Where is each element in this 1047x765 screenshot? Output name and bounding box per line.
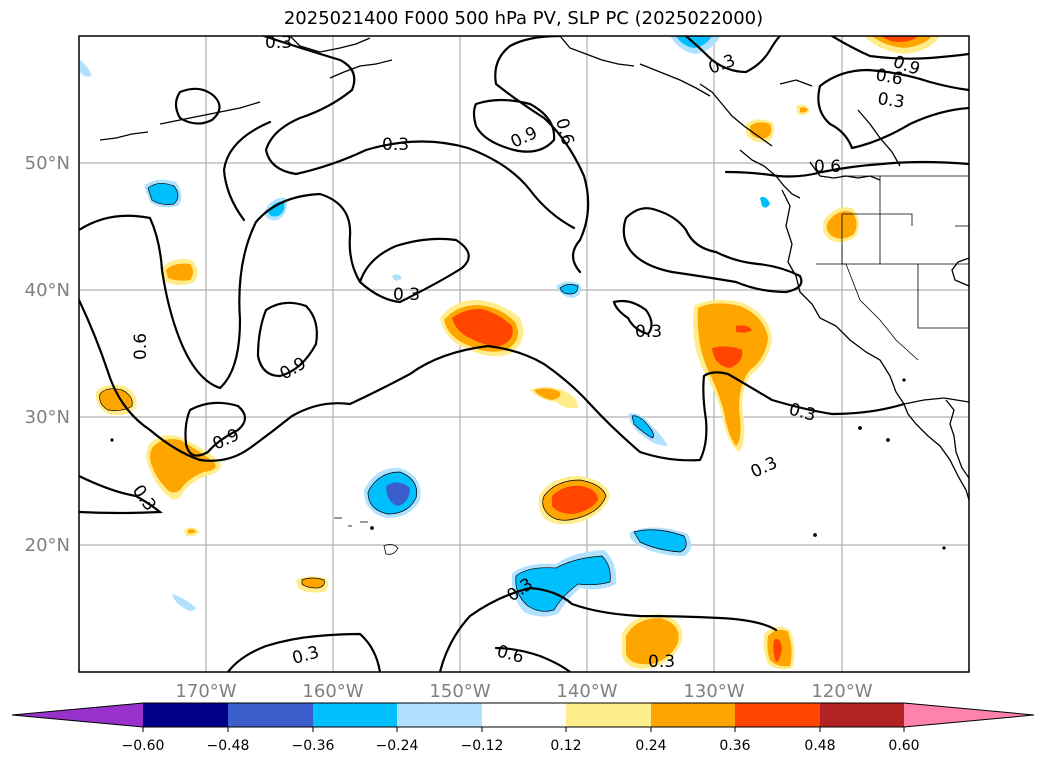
lon-tick: 170°W [175, 681, 236, 702]
pv-negative-fills [80, 36, 770, 617]
colorbar-tick: 0.12 [550, 738, 581, 754]
lon-tick: 150°W [429, 681, 490, 702]
islands [110, 378, 946, 555]
contour-label: 0.6 [814, 157, 841, 177]
colorbar-tick: 0.60 [888, 738, 919, 754]
contour-label: 0.3 [648, 652, 675, 672]
lat-tick: 50°N [25, 153, 70, 174]
contour-label: 0.3 [265, 33, 292, 53]
map-area: 0.3 0.3 0.9 0.6 0.3 0.9 0.6 0.3 0.6 0.3 … [79, 33, 969, 672]
coastlines [99, 36, 969, 501]
contour-label: 0.3 [635, 322, 662, 342]
lat-tick: 40°N [25, 280, 70, 301]
slp-contours [79, 36, 969, 672]
gridlines [79, 36, 969, 672]
lat-tick-labels: 50°N 40°N 30°N 20°N [25, 153, 70, 556]
lon-tick: 130°W [683, 681, 744, 702]
contour-label: 0.6 [131, 333, 151, 360]
colorbar-tick: −0.48 [207, 738, 250, 754]
colorbar-tick: −0.36 [292, 738, 335, 754]
colorbar-tick: −0.12 [461, 738, 504, 754]
lat-tick: 30°N [25, 407, 70, 428]
colorbar-tick: 0.48 [804, 738, 835, 754]
contour-label: 0.3 [382, 135, 409, 155]
map-frame [78, 35, 970, 673]
fill-outlines [99, 183, 687, 612]
colorbar-tick: 0.36 [719, 738, 750, 754]
contour-label: 0.3 [876, 89, 906, 113]
map-title: 2025021400 F000 500 hPa PV, SLP PC (2025… [283, 8, 764, 29]
lat-tick: 20°N [25, 535, 70, 556]
colorbar: −0.60 −0.48 −0.36 −0.24 −0.12 0.12 0.24 … [11, 702, 1035, 754]
colorbar-extend-low [12, 703, 143, 727]
colorbar-tick: −0.24 [376, 738, 419, 754]
political-borders [816, 175, 969, 361]
lon-tick-labels: 170°W 160°W 150°W 140°W 130°W 120°W [175, 681, 872, 702]
colorbar-tick: −0.60 [122, 738, 165, 754]
colorbar-extend-high [904, 703, 1034, 727]
lon-tick: 120°W [811, 681, 872, 702]
contour-label: 0.3 [393, 285, 420, 305]
lon-tick: 140°W [556, 681, 617, 702]
lon-tick: 160°W [302, 681, 363, 702]
contour-label: 0.6 [874, 65, 904, 89]
colorbar-tick: 0.24 [635, 738, 666, 754]
